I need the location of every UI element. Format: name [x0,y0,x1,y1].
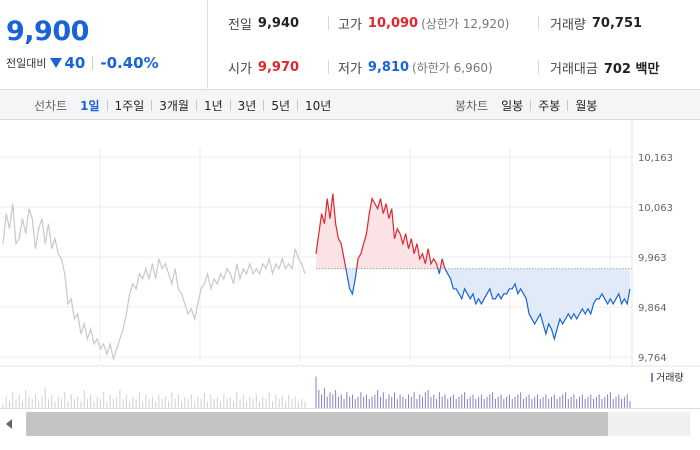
stat-divider [328,16,329,30]
change-row: 전일대비 40 -0.40% [6,54,159,72]
down-area-fill [345,268,357,294]
open-stat: 시가 9,970 [228,57,299,77]
down-area-fill [444,268,630,339]
stat-divider [538,60,539,74]
change-percent: -0.40% [100,54,159,72]
tab-daily-candle[interactable]: 일봉 [501,98,524,113]
tab-1w[interactable]: 1주일 [114,98,145,113]
open-value: 9,970 [257,59,300,75]
candle-chart-label: 봉차트 [455,98,489,113]
stat-divider [328,60,329,74]
tab-divider [530,99,532,111]
up-price-line [315,193,347,269]
up-price-line [439,258,446,269]
line-chart-label: 선차트 [34,98,68,113]
down-price-line [437,268,441,274]
volume-stat: 거래량 70,751 [550,13,642,33]
trade-amount-stat: 거래대금 702 백만 [550,57,659,77]
up-area-fill [356,198,438,269]
change-amount: 40 [64,54,86,72]
prev-close-stat: 전일 9,940 [228,13,299,33]
tab-5y[interactable]: 5년 [271,98,291,113]
tab-divider [263,99,265,111]
tab-1y[interactable]: 1년 [203,98,223,113]
trade-amount-label: 거래대금 [550,61,598,77]
line-chart-tabs: 선차트 1일 1주일 3개월 1년 3년 5년 10년 [34,90,338,120]
intraday-price-chart: 10,163 10,063 9,963 9,864 9,764 거래량 [0,120,700,408]
tab-1d[interactable]: 1일 [80,98,100,113]
lower-limit-text: (하한가 6,960) [412,60,493,75]
down-triangle-icon [50,58,63,68]
tab-monthly-candle[interactable]: 월봉 [575,98,598,113]
price-box: 9,900 전일대비 40 -0.40% [0,0,208,90]
down-price-line [444,268,631,342]
tab-3m[interactable]: 3개월 [159,98,189,113]
tab-divider [106,99,108,111]
volume-legend-label: 거래량 [656,372,684,384]
upper-limit-text: (상한가 12,920) [421,16,510,31]
y-tick-label: 10,163 [638,153,673,164]
y-tick-label: 10,063 [638,203,673,214]
volume-bars [2,376,631,408]
candle-chart-tabs: 봉차트 일봉 주봉 월봉 [455,90,604,120]
current-price: 9,900 [6,16,89,47]
stat-divider [538,16,539,30]
volume-value: 70,751 [591,15,643,31]
tab-3y[interactable]: 3년 [237,98,257,113]
y-tick-label: 9,864 [638,303,667,314]
low-label: 저가 [338,61,362,77]
up-price-line [356,196,439,269]
tab-divider [567,99,569,111]
low-value: 9,810 [367,59,410,75]
down-price-line [345,268,358,296]
y-tick-label: 9,764 [638,353,667,364]
scroll-left-arrow-icon[interactable] [6,419,12,429]
prev-close-value: 9,940 [257,15,300,31]
chart-scrollbar[interactable] [0,408,700,438]
open-label: 시가 [228,61,252,77]
previous-day-line [2,203,306,362]
period-tab-bar: 선차트 1일 1주일 3개월 1년 3년 5년 10년 봉차트 일봉 주봉 월봉 [0,90,700,120]
volume-legend: 거래량 [651,372,684,384]
high-stat: 고가 10,090 (상한가 12,920) [338,13,509,33]
volume-label: 거래량 [550,17,586,33]
high-label: 고가 [338,17,362,33]
tab-divider [195,99,197,111]
tab-divider [229,99,231,111]
high-value: 10,090 [367,15,419,31]
tab-weekly-candle[interactable]: 주봉 [538,98,561,113]
y-tick-label: 9,963 [638,253,667,264]
change-label: 전일대비 [6,57,47,70]
prev-close-label: 전일 [228,17,252,33]
low-stat: 저가 9,810 (하한가 6,960) [338,57,493,77]
tab-divider [297,99,299,111]
change-divider [92,56,94,70]
up-area-fill [316,193,346,269]
trade-amount-value: 702 백만 [603,61,660,77]
tab-divider [151,99,153,111]
scroll-thumb[interactable] [26,412,608,436]
tab-10y[interactable]: 10년 [305,98,332,113]
summary-header: 9,900 전일대비 40 -0.40% 전일 9,940 고가 10,090 … [0,0,700,90]
volume-legend-swatch [651,373,653,382]
